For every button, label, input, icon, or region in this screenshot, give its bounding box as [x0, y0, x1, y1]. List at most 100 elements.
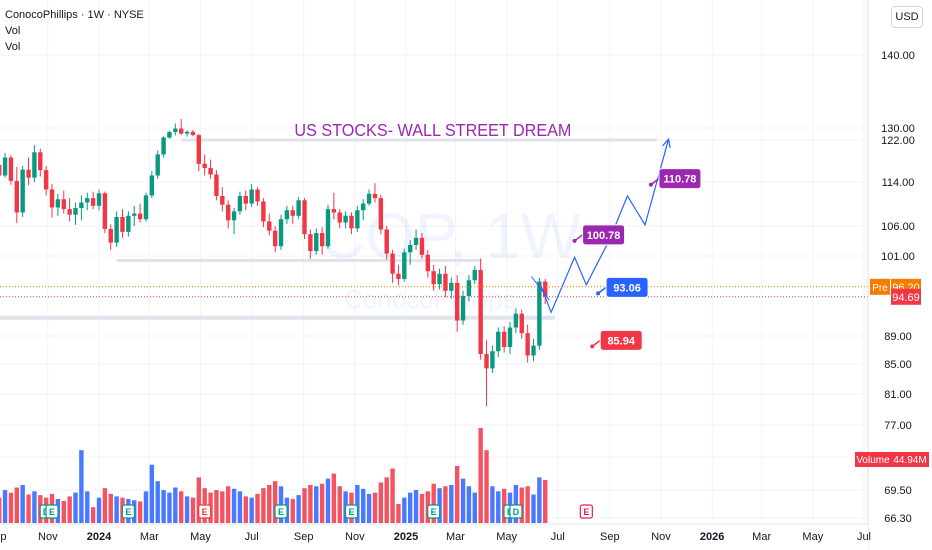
time-tick-label: Nov [38, 531, 58, 543]
candle-body [407, 245, 413, 253]
volume-bar [2, 490, 8, 523]
horizontal-levels [0, 138, 657, 320]
candle-body [543, 281, 548, 297]
volume-bar [108, 493, 113, 523]
volume-legend-2[interactable]: Vol [5, 41, 21, 53]
volume-bar [384, 477, 389, 523]
support-band [0, 315, 555, 320]
price-tick-label: 89.00 [884, 331, 912, 343]
candle-body [96, 193, 102, 206]
volume-bar [231, 488, 237, 523]
volume-badge-label-bg [855, 452, 891, 467]
earnings-marker-letter: E [348, 507, 354, 517]
volume-bar [149, 464, 155, 523]
volume-bar [173, 487, 178, 523]
volume-bar [61, 500, 66, 523]
candle-body [525, 333, 530, 356]
candle-body [537, 281, 542, 346]
volume-bar [443, 486, 448, 523]
price-tick-label: 101.00 [881, 251, 915, 263]
candle-body [449, 282, 454, 291]
volume-bar [190, 497, 196, 523]
candle-body [419, 237, 425, 255]
candle-body [284, 210, 290, 220]
candle-body [79, 202, 84, 209]
badge-value-bg [891, 288, 921, 305]
time-tick-label: Nov [345, 531, 365, 543]
candle-body [243, 195, 248, 204]
price-tick-label: 81.00 [884, 389, 912, 401]
badge-value: 94.69 [892, 292, 920, 304]
candle-body [255, 189, 260, 202]
candle-body [132, 213, 137, 216]
volume-bar [249, 497, 254, 523]
candle-body [179, 128, 184, 134]
candle-body [190, 131, 196, 136]
volume-bar [472, 492, 477, 523]
volume-bar [531, 494, 536, 523]
volume-bar [366, 493, 372, 523]
target-box [658, 168, 702, 190]
current-price-lines [0, 286, 868, 298]
price-tick-label: 85.00 [884, 359, 912, 371]
candle-body [507, 327, 513, 348]
level-line [181, 138, 657, 142]
target-dot [596, 291, 601, 296]
candle-body [261, 201, 266, 222]
candle-body [90, 198, 96, 206]
target-labels: 110.78 100.78 93.06 85.94 [572, 168, 702, 351]
currency-button[interactable]: USD [891, 6, 923, 28]
candle-body [402, 252, 407, 279]
candle-body [466, 280, 472, 297]
candle-body [302, 200, 307, 235]
candle-body [384, 229, 389, 254]
volume-bar [114, 496, 119, 523]
time-tick-label: 2025 [394, 531, 418, 543]
candle-body [2, 157, 8, 176]
volume-bar [372, 492, 378, 523]
volume-bar [26, 494, 31, 523]
price-tick-label: 140.00 [881, 50, 915, 62]
candle-body [155, 154, 160, 176]
chart-title: US STOCKS- WALL STREET DREAM [294, 120, 571, 140]
candle-body [472, 269, 477, 281]
time-tick-label: Jul [245, 531, 259, 543]
volume-bar [355, 485, 360, 523]
projection-start-line [530, 276, 550, 301]
candle-body [325, 209, 331, 247]
volume-bar [513, 485, 519, 523]
price-tick-label: 130.00 [881, 123, 915, 135]
candle-body [38, 152, 43, 171]
candle-body [443, 273, 448, 291]
candle-body [73, 208, 78, 215]
candle-body [431, 271, 436, 285]
candle-body [137, 213, 143, 220]
candle-body [460, 296, 466, 321]
volume-bar [525, 486, 530, 523]
volume-bar [85, 491, 90, 523]
target-dot [572, 238, 577, 243]
candle-body [14, 180, 19, 213]
candle-body [361, 203, 366, 211]
volume-bar [137, 501, 143, 523]
volume-bar [466, 486, 472, 523]
candle-body [366, 193, 372, 204]
volume-legend-1[interactable]: Vol [5, 25, 21, 37]
candle-body [290, 210, 295, 216]
volume-bar [225, 486, 231, 523]
price-tick-label: 69.50 [884, 485, 912, 497]
time-tick-label: Sep [600, 531, 620, 543]
candle-body [249, 189, 254, 204]
earnings-markers: EDEEEEEEEDE [39, 504, 593, 519]
volume-bar [325, 478, 331, 523]
volume-bar [484, 450, 489, 523]
candle-body [372, 193, 378, 199]
symbol-label[interactable]: ConocoPhillips · 1W · NYSE [5, 9, 144, 21]
time-tick-label: 2026 [700, 531, 724, 543]
candle-body [120, 216, 125, 232]
time-axis[interactable]: Sep Nov 2024 Mar May Jul Sep Nov 2025 Mar May Jul Se… [0, 523, 871, 550]
candle-body [208, 168, 213, 175]
volume-bar [67, 496, 72, 523]
